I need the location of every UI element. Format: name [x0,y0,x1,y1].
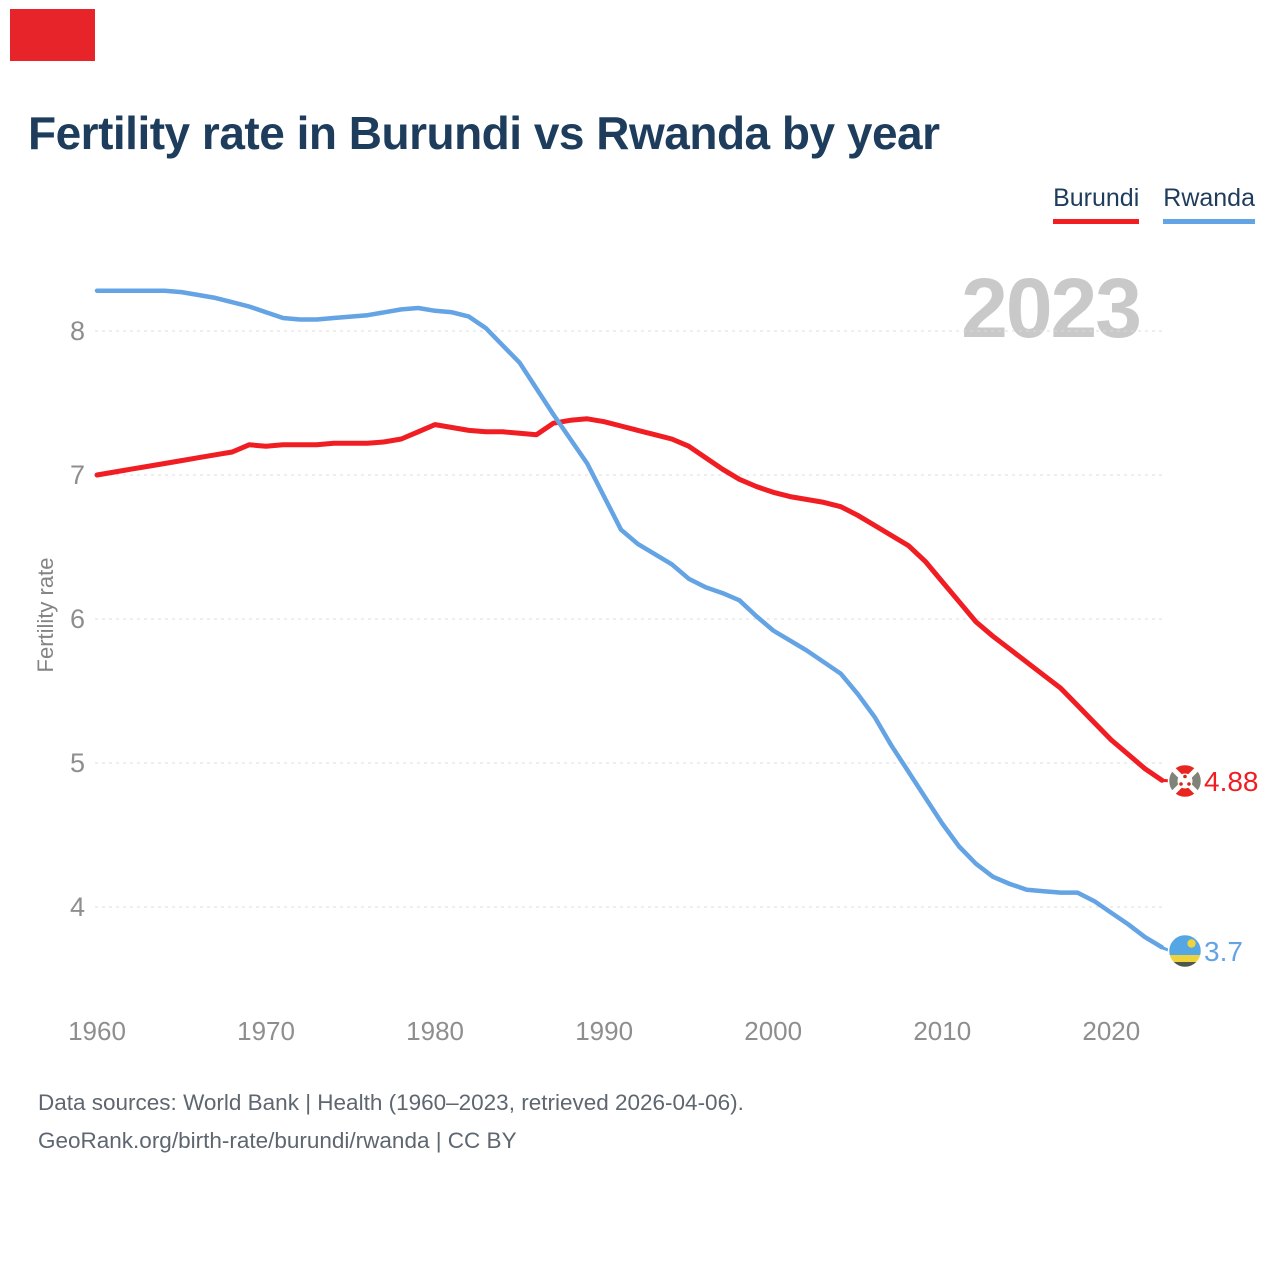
page-title: Fertility rate in Burundi vs Rwanda by y… [28,107,940,159]
x-tick-label-1960: 1960 [68,1016,126,1046]
burundi-flag-icon [1167,763,1203,799]
red-marker-rectangle [10,9,95,61]
rwanda-flag-icon [1167,933,1203,969]
burundi-value-label: 4.88 [1204,766,1259,797]
footer-sources-line: Data sources: World Bank | Health (1960–… [38,1090,744,1115]
x-tick-label-1990: 1990 [575,1016,633,1046]
rwanda-line [94,288,1165,950]
legend-item-burundi[interactable]: Burundi [1053,184,1140,224]
footer: Data sources: World Bank | Health (1960–… [38,1084,744,1160]
legend-label-rwanda: Rwanda [1163,184,1255,212]
y-tick-label-4: 4 [70,892,85,922]
chart-legend: Burundi Rwanda [1053,184,1255,224]
x-tick-label-2010: 2010 [913,1016,971,1046]
footer-attribution-line: GeoRank.org/birth-rate/burundi/rwanda | … [38,1128,517,1153]
x-tick-label-1970: 1970 [237,1016,295,1046]
y-tick-label-5: 5 [70,748,85,778]
y-tick-label-7: 7 [70,460,85,490]
legend-label-burundi: Burundi [1053,184,1140,212]
y-tick-label-6: 6 [70,604,85,634]
x-tick-label-1980: 1980 [406,1016,464,1046]
x-tick-label-2020: 2020 [1082,1016,1140,1046]
rwanda-value-label: 3.7 [1204,936,1243,967]
watermark-year: 2023 [961,261,1142,355]
legend-item-rwanda[interactable]: Rwanda [1163,184,1255,224]
y-tick-label-8: 8 [70,316,85,346]
burundi-line [94,416,1165,783]
x-tick-label-2000: 2000 [744,1016,802,1046]
chart-generated-content: 8 7 6 5 4 1960 1970 1980 1990 2000 2010 2020 [68,288,1172,1046]
